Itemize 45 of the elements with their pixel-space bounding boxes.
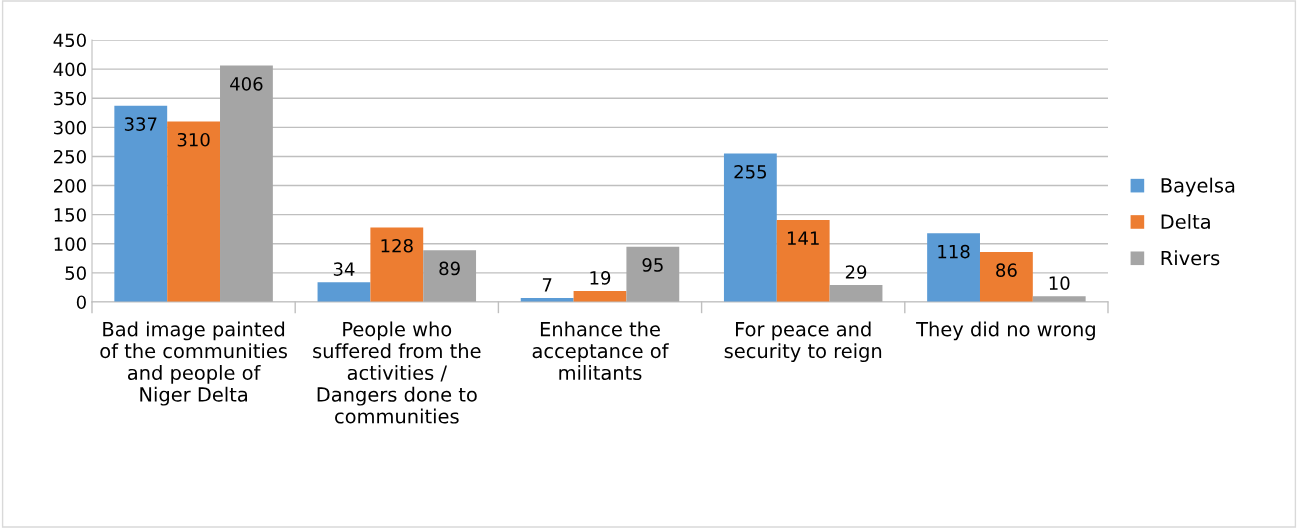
x-tick-label: People who suffered from the activities / Dangers done to communities <box>313 321 481 424</box>
data-label: 406 <box>230 77 263 91</box>
data-label: 118 <box>938 244 970 259</box>
x-tick-label: For peace and security to reign <box>724 321 882 363</box>
legend-label: Rivers <box>1161 250 1220 266</box>
data-label: 128 <box>381 238 413 253</box>
bar <box>167 121 221 302</box>
bar <box>114 105 168 302</box>
bar <box>220 65 273 302</box>
data-label: 29 <box>845 265 867 279</box>
y-tick-label: 200 <box>54 179 86 193</box>
y-tick-label: 150 <box>54 208 86 222</box>
data-label: 310 <box>177 132 210 147</box>
data-label: 34 <box>333 262 355 276</box>
x-tick-label: Bad image painted of the communities and people of Niger Delta <box>100 321 287 406</box>
bar <box>370 227 424 302</box>
y-tick-label: 400 <box>53 62 86 77</box>
data-label: 19 <box>590 271 611 285</box>
data-label: 7 <box>542 278 552 292</box>
y-tick-label: 350 <box>54 91 86 106</box>
bar <box>979 251 1033 302</box>
y-tick-label: 450 <box>53 33 86 48</box>
x-tick-label: They did no wrong <box>916 321 1095 341</box>
bar <box>317 282 371 302</box>
data-label: 141 <box>787 231 819 245</box>
legend-label: Bayelsa <box>1161 177 1235 197</box>
x-tick-label: Enhance the acceptance of militants <box>532 321 669 381</box>
y-tick-label: 250 <box>54 149 86 164</box>
data-label: 255 <box>734 164 767 179</box>
bar <box>423 250 477 302</box>
y-tick-label: 100 <box>54 237 86 251</box>
data-label: 337 <box>124 117 157 131</box>
bar <box>626 246 680 302</box>
y-tick-label: 50 <box>65 266 86 281</box>
legend-label: Delta <box>1161 213 1210 230</box>
data-label: 86 <box>996 263 1017 278</box>
data-label: 95 <box>642 258 663 272</box>
y-tick-label: 300 <box>54 120 86 135</box>
y-tick-label: 0 <box>76 295 86 310</box>
data-label: 10 <box>1049 276 1070 290</box>
bar <box>723 153 777 302</box>
bar <box>927 233 980 302</box>
bar <box>829 285 883 302</box>
data-label: 89 <box>439 261 460 276</box>
bar <box>776 219 830 302</box>
